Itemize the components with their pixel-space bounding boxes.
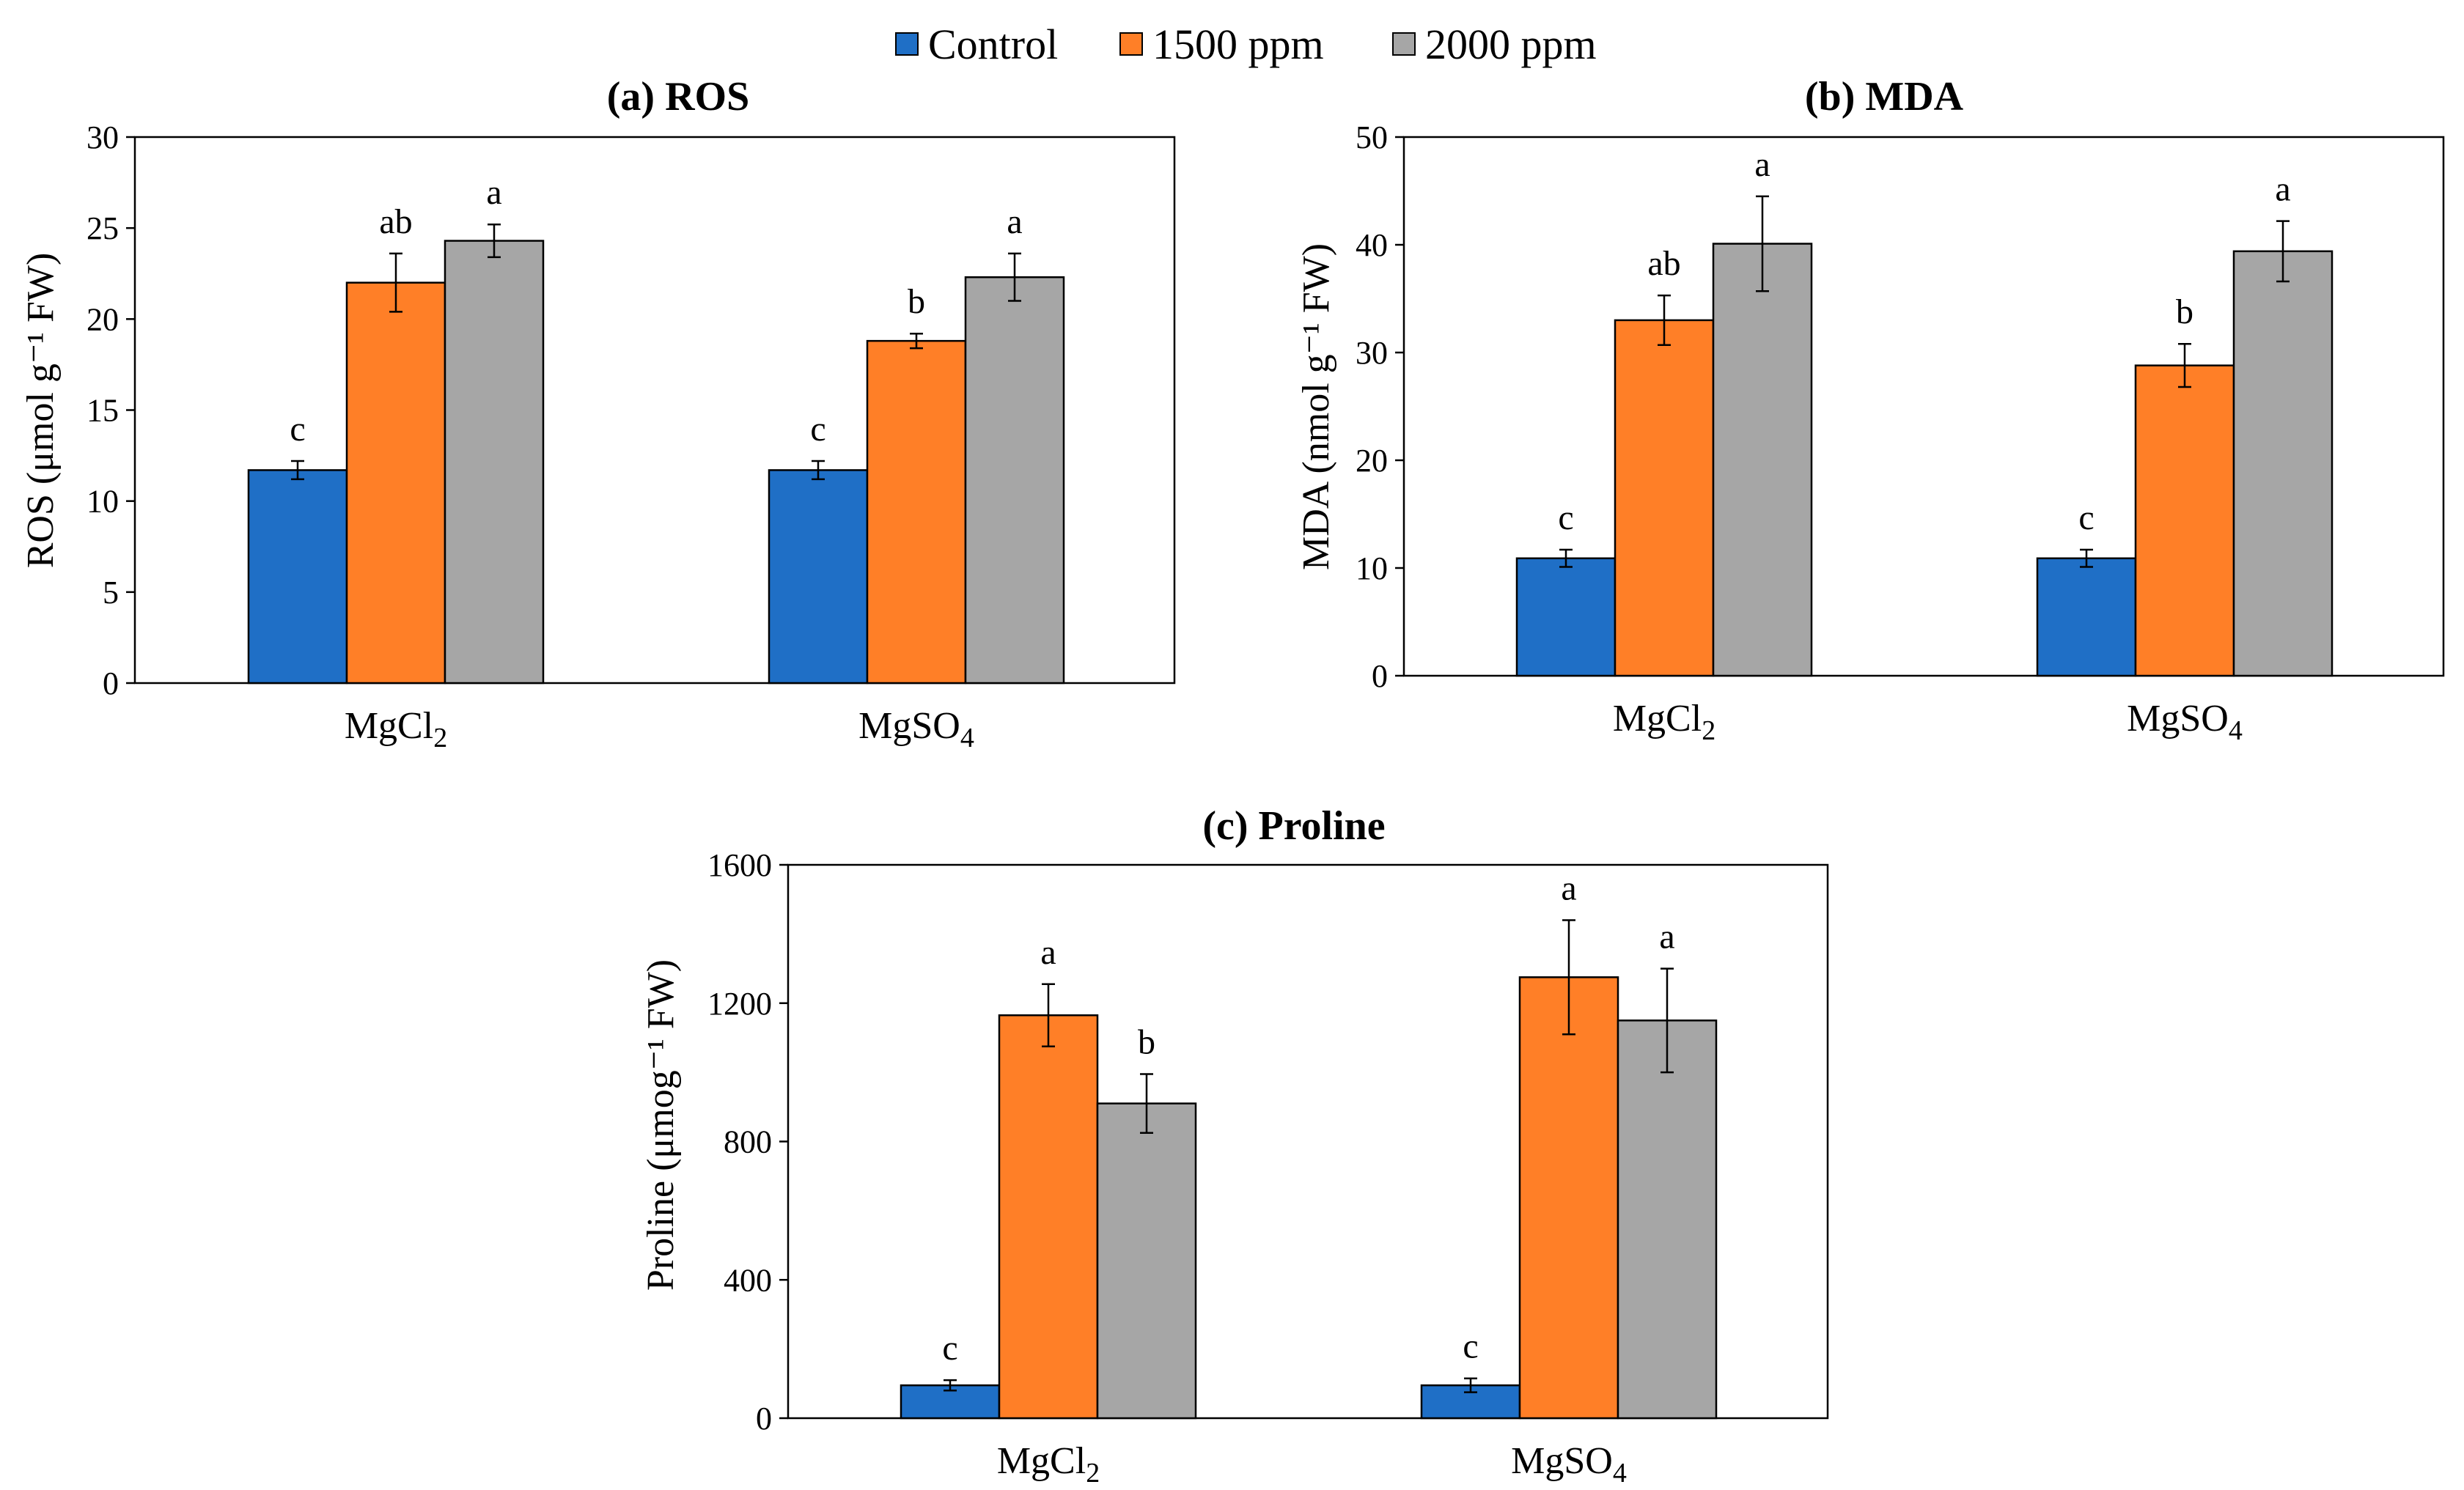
y-tick-label-mda: 20 (1356, 443, 1388, 479)
y-tick-label-proline: 0 (756, 1401, 772, 1436)
x-category-base: MgSO (1511, 1440, 1613, 1482)
y-tick-label-mda: 0 (1372, 658, 1388, 694)
x-category-subscript: 2 (433, 723, 447, 753)
x-category-label-proline: MgCl2 (997, 1440, 1100, 1489)
x-category-label-proline: MgSO4 (1511, 1440, 1627, 1489)
bar-proline-1500ppm-1 (998, 1014, 1099, 1420)
x-category-label-mda: MgCl2 (1613, 698, 1715, 746)
bar-proline-2000ppm-1 (1096, 1102, 1197, 1420)
bar-mda-control-2 (2036, 557, 2137, 677)
y-tick-label-proline: 1600 (707, 847, 772, 883)
y-tick-label-ros: 10 (87, 484, 119, 520)
y-tick-label-ros: 15 (87, 393, 119, 429)
significance-letter-proline: a (1659, 918, 1674, 956)
bar-ros-1500ppm-1 (345, 281, 446, 685)
bar-proline-1500ppm-2 (1518, 976, 1619, 1420)
y-tick-label-ros: 5 (103, 575, 119, 611)
y-axis-label-ros: ROS (μmol g⁻¹ FW) (20, 253, 62, 569)
x-category-subscript: 4 (2229, 715, 2243, 746)
significance-letter-mda: a (1754, 145, 1770, 184)
x-category-subscript: 2 (1086, 1458, 1100, 1489)
bar-ros-2000ppm-1 (444, 240, 545, 685)
significance-letter-ros: c (810, 410, 825, 449)
significance-letter-mda: c (1558, 498, 1573, 537)
x-category-subscript: 4 (960, 723, 974, 753)
x-category-label-mda: MgSO4 (2127, 698, 2243, 746)
legend: Control 1500 ppm 2000 ppm (895, 21, 1597, 68)
panel-ros: (a) ROS ROS (μmol g⁻¹ FW) 0 5 10 15 20 25 30 c a… (20, 74, 1176, 753)
y-tick-label-proline: 1200 (707, 986, 772, 1022)
x-category-base: MgCl (997, 1440, 1086, 1482)
chart-title-ros: (a) ROS (607, 74, 749, 119)
bar-ros-control-1 (247, 469, 348, 685)
legend-swatch-control (895, 32, 919, 56)
y-tick-label-mda: 50 (1356, 119, 1388, 155)
legend-label-control: Control (928, 21, 1058, 68)
significance-letter-proline: c (1463, 1327, 1478, 1366)
x-category-label-ros: MgSO4 (858, 705, 974, 753)
x-category-subscript: 2 (1702, 715, 1715, 746)
significance-letter-mda: ab (1647, 244, 1680, 283)
significance-letter-ros: c (290, 410, 305, 449)
x-category-base: MgCl (1613, 698, 1702, 740)
bar-ros-control-2 (768, 469, 869, 685)
legend-label-1500ppm: 1500 ppm (1152, 21, 1324, 68)
significance-letter-ros: ab (379, 202, 412, 241)
significance-letter-proline: a (1561, 869, 1576, 908)
y-tick-label-ros: 0 (103, 665, 119, 701)
y-tick-label-ros: 20 (87, 301, 119, 337)
plot-marks-ros: 0 5 10 15 20 25 30 c ab a MgCl2 c b a MgSO4 (87, 119, 1065, 753)
y-tick-label-ros: 30 (87, 119, 119, 155)
y-tick-label-proline: 800 (724, 1124, 772, 1160)
legend-swatch-2000ppm (1392, 32, 1416, 56)
chart-title-proline: (c) Proline (1202, 803, 1385, 849)
bar-mda-2000ppm-2 (2232, 250, 2334, 677)
panel-proline: (c) Proline Proline (μmog⁻¹ FW) 0 400 800 1… (640, 803, 1829, 1489)
y-axis-label-mda: MDA (nmol g⁻¹ FW) (1295, 243, 1337, 570)
x-category-base: MgSO (2127, 698, 2229, 740)
plot-frame-mda (1402, 136, 2445, 677)
bar-mda-control-1 (1515, 557, 1617, 677)
chart-title-mda: (b) MDA (1805, 74, 1964, 119)
y-axis-label-proline: Proline (μmog⁻¹ FW) (640, 959, 682, 1291)
bar-ros-2000ppm-2 (964, 276, 1065, 685)
significance-letter-proline: c (942, 1329, 957, 1368)
significance-letter-mda: c (2078, 498, 2094, 537)
x-category-base: MgSO (858, 705, 960, 747)
significance-letter-proline: a (1040, 933, 1056, 972)
significance-letter-mda: a (2275, 170, 2290, 209)
y-tick-label-mda: 10 (1356, 550, 1388, 586)
legend-swatch-1500ppm (1119, 32, 1143, 56)
significance-letter-mda: b (2176, 292, 2193, 331)
bar-mda-1500ppm-2 (2134, 364, 2235, 677)
y-tick-label-mda: 30 (1356, 335, 1388, 371)
legend-label-2000ppm: 2000 ppm (1425, 21, 1597, 68)
bar-mda-1500ppm-1 (1614, 319, 1715, 677)
panel-mda: (b) MDA MDA (nmol g⁻¹ FW) 01020304050cab… (1295, 74, 2445, 746)
plot-marks-mda: 0 10 20 30 40 50 c ab a MgCl2 c b a MgSO4 (1356, 119, 2334, 746)
x-category-base: MgCl (345, 705, 433, 747)
bar-ros-1500ppm-2 (866, 339, 967, 685)
significance-letter-proline: b (1138, 1022, 1155, 1061)
y-tick-label-mda: 40 (1356, 227, 1388, 263)
significance-letter-ros: a (1007, 202, 1022, 241)
x-category-subscript: 4 (1613, 1458, 1627, 1489)
x-category-label-ros: MgCl2 (345, 705, 447, 753)
bar-mda-2000ppm-1 (1712, 243, 1813, 677)
plot-marks-proline: 0 400 800 1200 1600 c a b MgCl2 c a a MgSO4 (707, 847, 1718, 1489)
y-tick-label-ros: 25 (87, 210, 119, 246)
bar-proline-2000ppm-2 (1617, 1019, 1718, 1420)
y-tick-label-proline: 400 (724, 1262, 772, 1298)
significance-letter-ros: b (908, 282, 925, 321)
significance-letter-ros: a (486, 173, 501, 212)
